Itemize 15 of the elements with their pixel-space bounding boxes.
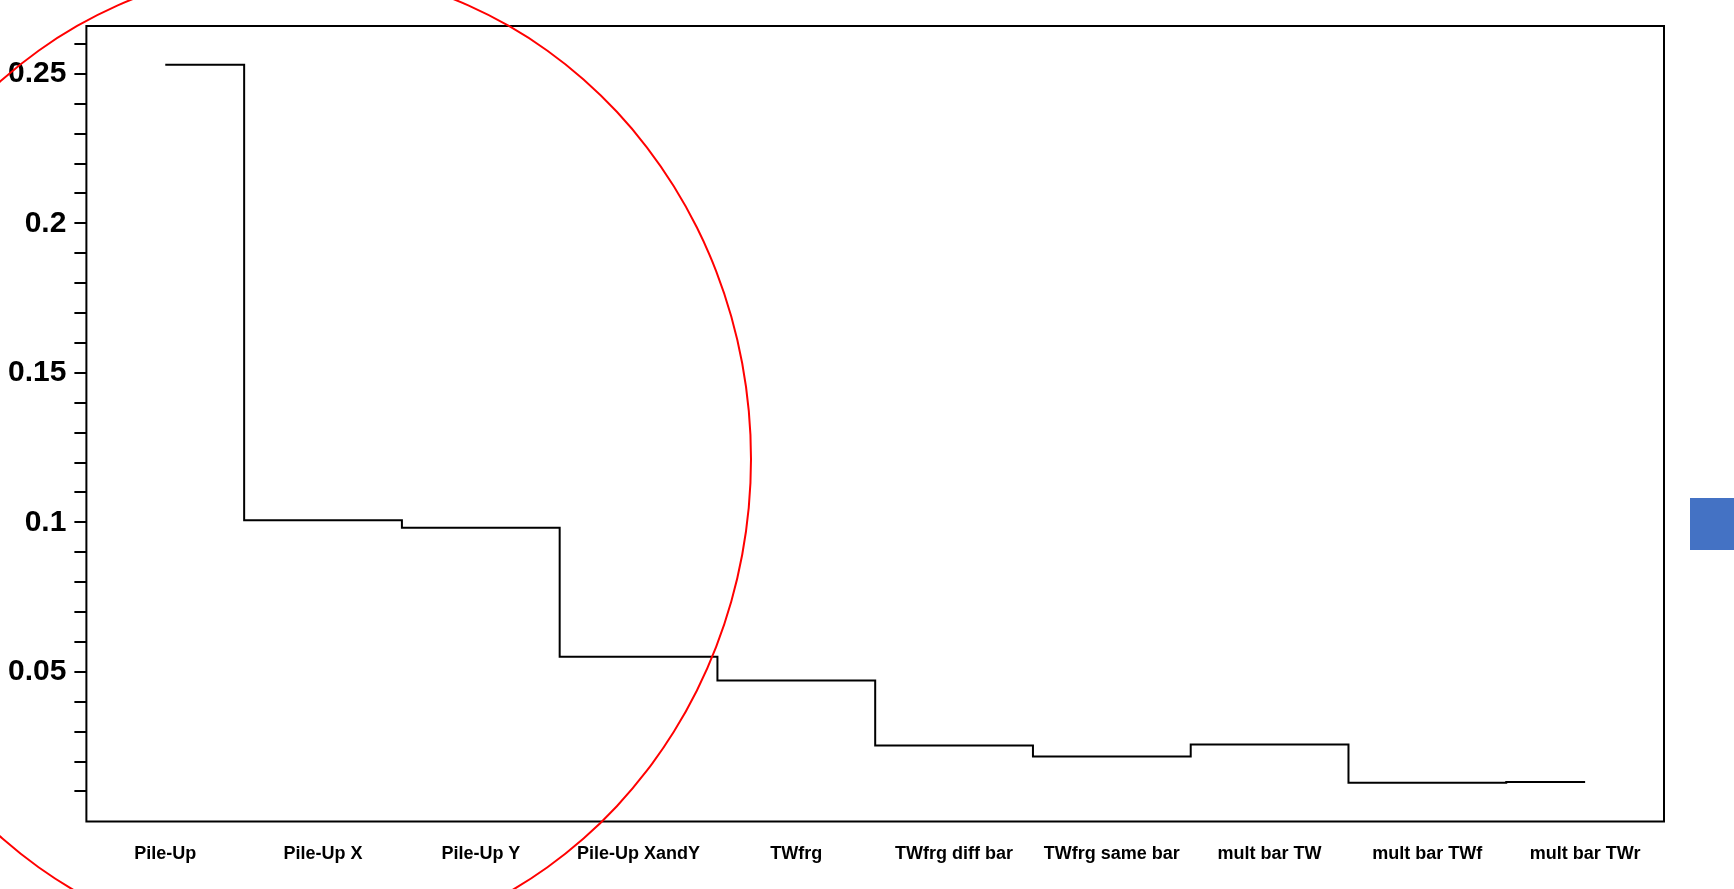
x-tick-label: TWfrg [770,843,823,864]
y-tick-label: 0.1 [24,503,67,537]
y-tick-label: 0.05 [8,653,67,687]
x-tick-label: mult bar TWf [1372,843,1484,864]
x-tick-label: TWfrg same bar [1043,843,1180,864]
y-tick-label: 0.2 [24,204,67,238]
x-tick-label: Pile-Up XandY [577,843,701,864]
y-tick-label: 0.15 [8,354,67,388]
x-tick-label: mult bar TW [1217,843,1322,864]
x-tick-label: Pile-Up Y [441,843,521,864]
x-tick-label: Pile-Up X [283,843,363,864]
y-tick-label: 0.25 [8,55,67,89]
x-tick-label: TWfrg diff bar [895,843,1014,864]
x-tick-label: Pile-Up [134,843,197,864]
x-tick-label: mult bar TWr [1529,843,1641,864]
